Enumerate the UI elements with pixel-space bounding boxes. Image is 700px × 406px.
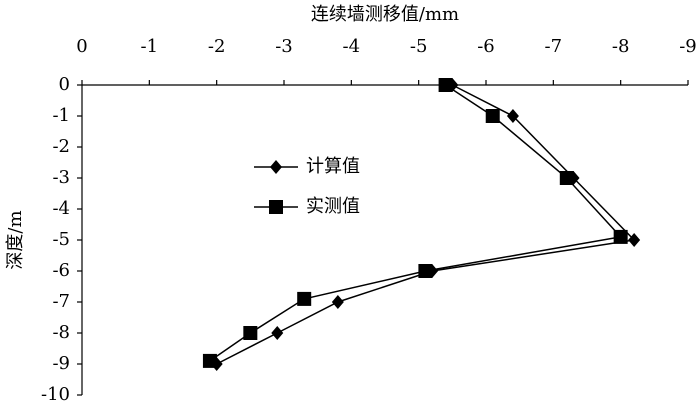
y-tick-label: -1 bbox=[52, 105, 70, 126]
data-point bbox=[202, 353, 217, 368]
data-point bbox=[271, 326, 284, 340]
data-point bbox=[243, 326, 258, 340]
data-point bbox=[506, 109, 519, 123]
x-tick-label: -6 bbox=[477, 36, 495, 57]
x-tick-label: -4 bbox=[343, 36, 361, 57]
legend-label: 实测值 bbox=[306, 196, 360, 217]
series-line bbox=[216, 84, 636, 365]
y-tick-label: 0 bbox=[59, 74, 70, 95]
legend-marker bbox=[269, 200, 283, 214]
data-point bbox=[438, 78, 453, 92]
x-tick-label: 0 bbox=[76, 36, 87, 57]
y-tick-label: -4 bbox=[52, 198, 70, 219]
y-tick-label: -3 bbox=[52, 167, 70, 188]
y-tick-label: -8 bbox=[52, 322, 70, 343]
y-tick-label: -9 bbox=[52, 353, 70, 374]
data-point bbox=[331, 295, 344, 309]
x-tick-label: -9 bbox=[679, 36, 697, 57]
y-axis-title: 深度/m bbox=[5, 210, 26, 269]
data-point bbox=[418, 264, 433, 278]
data-point bbox=[485, 109, 500, 123]
legend-marker bbox=[270, 160, 282, 174]
series-line bbox=[209, 84, 623, 362]
x-tick-label: -1 bbox=[141, 36, 159, 57]
x-axis-title: 连续墙测移值/mm bbox=[311, 4, 459, 25]
legend-label: 计算值 bbox=[306, 156, 360, 177]
x-tick-label: -8 bbox=[612, 36, 630, 57]
y-tick-label: -2 bbox=[52, 136, 70, 157]
x-tick-label: -7 bbox=[545, 36, 563, 57]
x-tick-label: -3 bbox=[275, 36, 293, 57]
data-point bbox=[559, 171, 574, 185]
y-tick-label: -5 bbox=[52, 229, 70, 250]
y-tick-label: -10 bbox=[41, 384, 70, 405]
data-point bbox=[613, 229, 628, 244]
data-point bbox=[628, 233, 641, 247]
x-tick-label: -2 bbox=[208, 36, 226, 57]
y-tick-label: -7 bbox=[52, 291, 70, 312]
y-tick-label: -6 bbox=[52, 260, 70, 281]
x-tick-label: -5 bbox=[410, 36, 428, 57]
data-point bbox=[297, 291, 312, 306]
